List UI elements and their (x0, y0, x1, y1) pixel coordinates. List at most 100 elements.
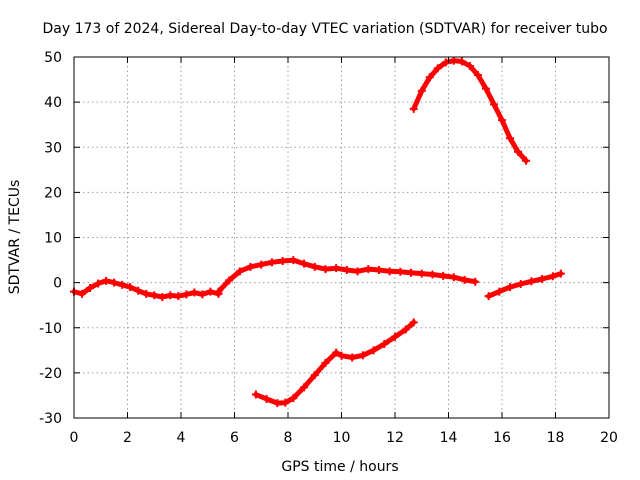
data-point (321, 265, 330, 274)
data-point (473, 71, 482, 80)
data-point (289, 256, 298, 265)
x-tick-label: 12 (386, 430, 404, 446)
data-point (425, 73, 434, 82)
data-point (481, 84, 490, 93)
data-point (281, 398, 290, 407)
data-point (332, 348, 341, 357)
grid (74, 57, 609, 418)
data-point (246, 262, 255, 271)
data-point (310, 262, 319, 271)
data-point (428, 270, 437, 279)
y-tick-label: 40 (44, 95, 62, 111)
data-point (267, 258, 276, 267)
data-point (514, 147, 523, 156)
data-point (348, 353, 357, 362)
data-point (489, 100, 498, 109)
data-point (289, 394, 298, 403)
x-axis-ticks: 0 2 4 6 8 10 12 14 16 18 20 (70, 57, 618, 446)
x-tick-label: 18 (547, 430, 565, 446)
data-point (300, 383, 309, 392)
data-point (506, 283, 515, 292)
x-tick-label: 0 (70, 430, 79, 446)
data-point (409, 104, 418, 113)
y-axis-label: SDTVAR / TECUs (7, 180, 23, 295)
data-point (198, 290, 207, 299)
data-point (417, 269, 426, 278)
data-point (495, 287, 504, 296)
data-point (134, 286, 143, 295)
data-point (158, 293, 167, 302)
data-point (433, 64, 442, 73)
data-point (506, 134, 515, 143)
series-arc-negative (253, 319, 417, 406)
series-arc-near-zero-mid (216, 257, 478, 295)
y-tick-label: 30 (44, 140, 62, 156)
data-point (465, 62, 474, 71)
data-point (342, 265, 351, 274)
data-point (407, 268, 416, 277)
data-point (251, 390, 260, 399)
x-tick-label: 20 (600, 430, 618, 446)
data-point (214, 287, 223, 296)
y-tick-label: 50 (44, 50, 62, 66)
data-point (190, 288, 199, 297)
data-point (166, 291, 175, 300)
data-point (206, 287, 215, 296)
data-point (522, 156, 531, 165)
data-point (417, 86, 426, 95)
data-point (278, 256, 287, 265)
y-tick-label: -10 (39, 321, 62, 337)
data-point (401, 325, 410, 334)
data-point (364, 265, 373, 274)
data-point (337, 351, 346, 360)
data-point (102, 276, 111, 285)
x-tick-label: 14 (440, 430, 458, 446)
y-tick-label: 0 (53, 276, 62, 292)
x-tick-label: 10 (333, 430, 351, 446)
data-point (257, 260, 266, 269)
y-axis-ticks: -30 -20 -10 0 10 20 30 40 50 (39, 50, 609, 427)
data-point (150, 291, 159, 300)
data-point (321, 358, 330, 367)
y-tick-label: 10 (44, 231, 62, 247)
x-tick-label: 4 (177, 430, 186, 446)
data-point (460, 275, 469, 284)
x-tick-label: 8 (284, 430, 293, 446)
data-point (449, 56, 458, 65)
data-point (358, 351, 367, 360)
data-point (142, 289, 151, 298)
data-point (385, 267, 394, 276)
data-point (310, 371, 319, 380)
data-point (182, 290, 191, 299)
data-point (86, 284, 95, 293)
data-point (449, 273, 458, 282)
data-point (380, 339, 389, 348)
data-point (498, 116, 506, 125)
data-point (94, 279, 103, 288)
y-tick-label: 20 (44, 185, 62, 201)
data-point (409, 318, 418, 327)
data-point (457, 57, 466, 66)
data-point (78, 289, 87, 298)
y-tick-label: -20 (39, 366, 62, 382)
data-point (118, 280, 127, 289)
data-point (374, 265, 383, 274)
chart-title: Day 173 of 2024, Sidereal Day-to-day VTE… (42, 21, 607, 37)
data-point (439, 271, 448, 280)
x-axis-label: GPS time / hours (281, 459, 398, 475)
data-point (538, 275, 547, 284)
data-point (262, 395, 271, 404)
data-point (353, 267, 362, 276)
data-point (273, 399, 282, 408)
data-point (300, 259, 309, 268)
x-tick-label: 6 (230, 430, 239, 446)
data-point (391, 332, 399, 341)
data-point (235, 267, 244, 276)
y-tick-label: -30 (39, 411, 62, 427)
data-point (396, 267, 405, 276)
data-point (548, 272, 557, 281)
series-layer (70, 56, 565, 408)
data-point (332, 264, 341, 273)
x-tick-label: 16 (493, 430, 511, 446)
